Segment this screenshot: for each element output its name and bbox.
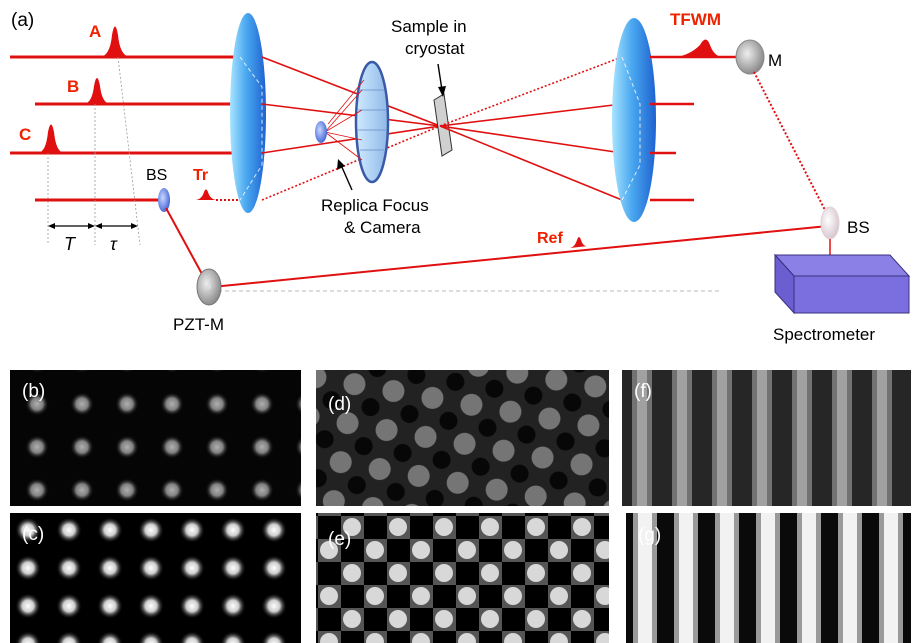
pulse-a-shape xyxy=(100,26,130,57)
panel-d-label: (d) xyxy=(328,394,351,415)
sample-label-line1: Sample in xyxy=(391,17,467,36)
ray-a-conv xyxy=(261,56,441,127)
ref-label: Ref xyxy=(537,230,563,247)
pulse-c-label: C xyxy=(19,125,31,144)
pulse-a-label: A xyxy=(89,22,101,41)
camera xyxy=(315,121,327,143)
sample-label-line2: cryostat xyxy=(405,39,465,58)
panel-e-label: (e) xyxy=(328,529,351,550)
ray-tr-conv xyxy=(261,125,441,201)
tau-arrow-head-right xyxy=(131,223,138,229)
spectrometer-side xyxy=(793,275,910,314)
bs-left-label: BS xyxy=(146,167,167,184)
pulse-c-shape xyxy=(38,124,64,153)
ray-b-div xyxy=(439,125,623,154)
pzt-m-label: PZT-M xyxy=(173,315,224,334)
lens-2 xyxy=(612,18,656,222)
timing-guide-3 xyxy=(117,56,141,246)
pulse-b-label: B xyxy=(67,77,79,96)
panel-g-image xyxy=(626,513,911,643)
panel-g-label: (g) xyxy=(638,525,661,546)
pulse-tr-shape xyxy=(196,189,216,200)
panel-b-image xyxy=(10,370,301,506)
tr-label: Tr xyxy=(193,167,208,184)
panel-e-image xyxy=(316,513,609,643)
lens-2-inner-lines xyxy=(621,56,641,201)
ref-path-down xyxy=(165,207,209,286)
replica-arrow-head xyxy=(337,159,345,170)
pzt-mirror-dot xyxy=(207,285,211,289)
ray-tfwm-div xyxy=(439,56,623,127)
left-beamsplitter xyxy=(158,188,170,212)
panel-b-label: (b) xyxy=(22,381,45,402)
mirror-m-label: M xyxy=(768,51,782,70)
panel-c-label: (c) xyxy=(22,524,44,545)
pulse-b-shape xyxy=(84,78,110,104)
sample-arrow-head xyxy=(438,86,446,97)
panel-a-label: (a) xyxy=(11,10,34,31)
t-label: T xyxy=(64,234,77,254)
replica-lens xyxy=(354,60,390,184)
lens-1 xyxy=(230,13,266,213)
bs-right-label: BS xyxy=(847,218,870,237)
right-beamsplitter xyxy=(820,206,840,240)
ray-b-conv xyxy=(261,103,441,127)
ray-c-conv xyxy=(261,125,441,154)
replica-label-line2: & Camera xyxy=(344,218,421,237)
replica-rays xyxy=(324,79,365,161)
sample-arrow xyxy=(437,63,443,91)
t-arrow-head-right xyxy=(88,223,95,229)
tfwm-label: TFWM xyxy=(670,10,721,29)
pulse-ref-shape xyxy=(570,237,588,248)
panel-d-image xyxy=(316,370,609,506)
replica-arrow xyxy=(340,164,353,191)
replica-label-line1: Replica Focus xyxy=(321,196,429,215)
panel-c-image xyxy=(10,513,301,643)
ray-c-div xyxy=(439,103,623,127)
spectrometer-top xyxy=(773,254,911,277)
tau-arrow-head-left xyxy=(95,223,102,229)
t-arrow-head-left xyxy=(48,223,55,229)
ref-path-long xyxy=(211,225,829,288)
pulse-tfwm-shape xyxy=(676,39,722,57)
tau-label: τ xyxy=(110,234,118,254)
ray-a-div xyxy=(439,125,623,201)
mirror-m xyxy=(735,39,765,75)
mirror-to-bs-dotted xyxy=(753,71,827,213)
panel-f-label: (f) xyxy=(634,381,652,402)
spectrometer-label: Spectrometer xyxy=(773,325,875,344)
lens-1-inner-lines xyxy=(239,56,263,201)
panel-f-image xyxy=(622,370,911,506)
